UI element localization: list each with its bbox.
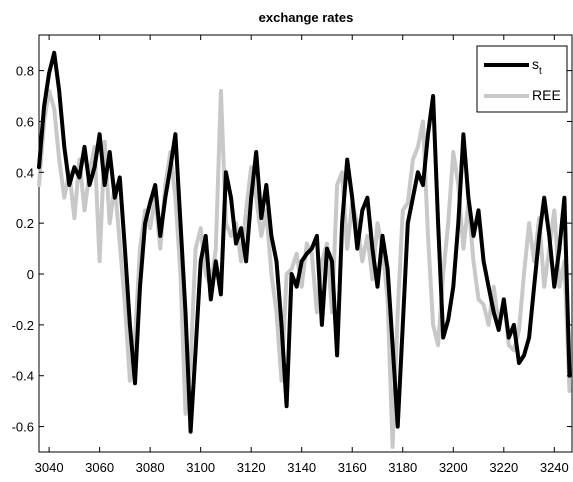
x-tick-label: 3220 xyxy=(489,460,518,475)
y-tick-label: 0.2 xyxy=(16,216,34,231)
x-tick-label: 3040 xyxy=(35,460,64,475)
x-tick-label: 3120 xyxy=(237,460,266,475)
series-line-ree xyxy=(37,88,572,449)
y-axis: -0.6 -0.4 -0.2 0 0.2 0.4 0.6 0.8 xyxy=(12,64,572,435)
x-tick-label: 3240 xyxy=(540,460,569,475)
legend-label-s-t: st xyxy=(532,56,542,77)
y-tick-label: 0.6 xyxy=(16,114,34,129)
x-tick-label: 3080 xyxy=(136,460,165,475)
x-tick-label: 3200 xyxy=(439,460,468,475)
y-tick-label: 0 xyxy=(27,267,34,282)
x-tick-label: 3180 xyxy=(388,460,417,475)
y-tick-label: 0.8 xyxy=(16,64,34,79)
x-tick-label: 3140 xyxy=(287,460,316,475)
legend-box xyxy=(476,45,568,113)
legend-label-s: s xyxy=(532,56,539,72)
legend-label-subscript-t: t xyxy=(539,66,542,77)
y-tick-label: -0.2 xyxy=(12,318,34,333)
x-tick-label: 3160 xyxy=(338,460,367,475)
legend-label-ree: REE xyxy=(532,87,561,103)
x-axis: 3040 3060 3080 3100 3120 3140 3160 3180 3200 3220… xyxy=(35,35,569,475)
series-line-s-t xyxy=(37,50,572,434)
y-tick-label: 0.4 xyxy=(16,165,34,180)
x-tick-label: 3100 xyxy=(186,460,215,475)
series-layer xyxy=(37,50,572,449)
y-tick-label: -0.4 xyxy=(12,369,34,384)
chart-title: exchange rates xyxy=(259,10,354,25)
x-tick-label: 3060 xyxy=(85,460,114,475)
legend: st REE xyxy=(476,45,568,113)
y-tick-label: -0.6 xyxy=(12,420,34,435)
